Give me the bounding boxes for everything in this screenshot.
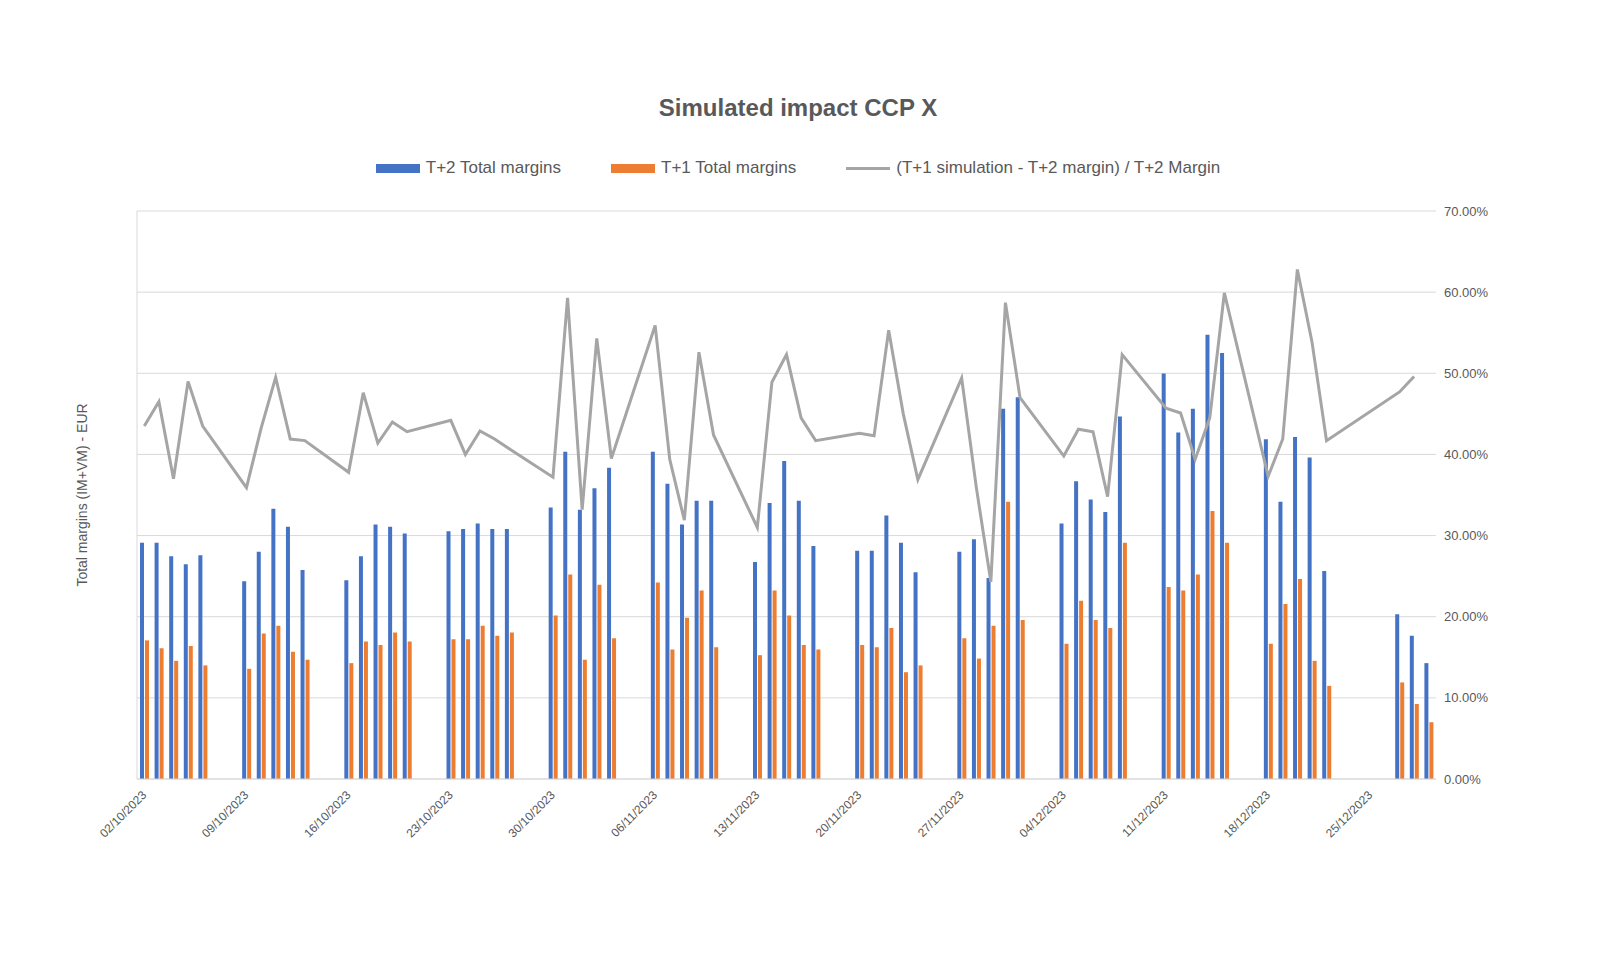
svg-text:13/11/2023: 13/11/2023 <box>711 788 763 840</box>
svg-text:18/12/2023: 18/12/2023 <box>1221 788 1274 841</box>
svg-text:60.00%: 60.00% <box>1444 285 1489 300</box>
svg-text:30.00%: 30.00% <box>1444 528 1489 543</box>
svg-text:0.00%: 0.00% <box>1444 772 1481 787</box>
svg-text:30/10/2023: 30/10/2023 <box>506 788 559 841</box>
svg-text:16/10/2023: 16/10/2023 <box>301 788 354 841</box>
svg-text:Total margins (IM+VM) - EUR: Total margins (IM+VM) - EUR <box>74 403 90 586</box>
svg-text:40.00%: 40.00% <box>1444 447 1489 462</box>
svg-text:70.00%: 70.00% <box>1444 204 1489 219</box>
html-text:Simulated impact CCP X: Simulated impact CCP X <box>658 94 938 121</box>
html-text:T+1 Total margins: T+1 Total margins <box>661 158 797 177</box>
svg-text:27/11/2023: 27/11/2023 <box>915 788 967 840</box>
svg-text:50.00%: 50.00% <box>1444 366 1489 381</box>
svg-text:23/10/2023: 23/10/2023 <box>403 788 456 841</box>
html-text:(T+1 simulation - T+2 margin): (T+1 simulation - T+2 margin) / T+2 Marg… <box>896 158 1221 177</box>
svg-text:09/10/2023: 09/10/2023 <box>199 788 252 841</box>
svg-text:10.00%: 10.00% <box>1444 690 1489 705</box>
svg-text:04/12/2023: 04/12/2023 <box>1016 788 1069 841</box>
svg-text:20/11/2023: 20/11/2023 <box>813 788 865 840</box>
svg-text:06/11/2023: 06/11/2023 <box>608 788 660 840</box>
svg-text:25/12/2023: 25/12/2023 <box>1323 788 1376 841</box>
svg-text:20.00%: 20.00% <box>1444 609 1489 624</box>
svg-text:11/12/2023: 11/12/2023 <box>1119 788 1171 840</box>
html-text:T+2 Total margins: T+2 Total margins <box>425 158 561 177</box>
svg-text:02/10/2023: 02/10/2023 <box>97 788 150 841</box>
